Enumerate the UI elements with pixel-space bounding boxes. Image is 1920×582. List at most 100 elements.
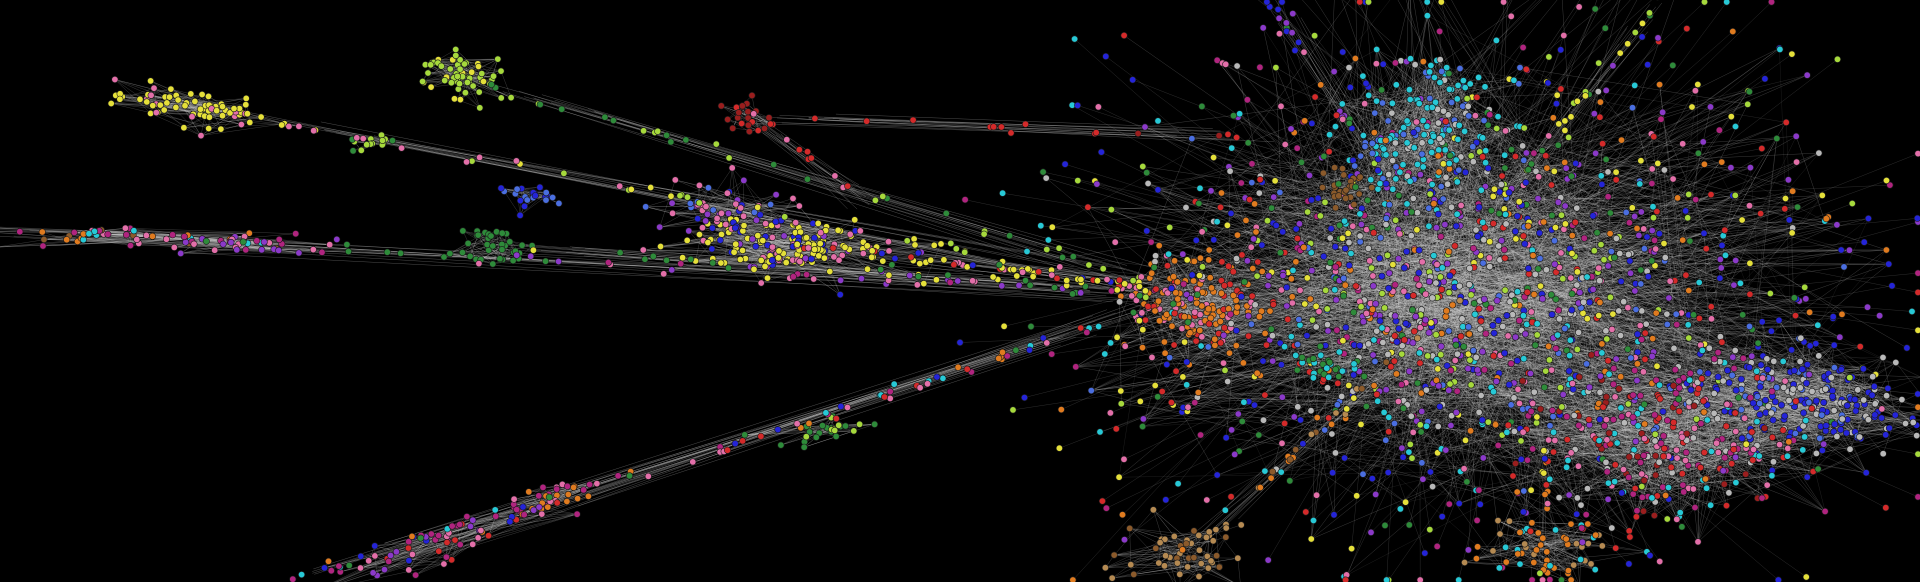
graph-edge [712,222,775,259]
graph-edge [672,213,708,215]
graph-edge [184,236,265,243]
graph-edge [234,236,314,250]
graph-edge [462,249,503,253]
graph-edge [732,167,780,221]
graph-edge [702,202,736,205]
graph-edge [150,80,235,117]
graph-edge [114,79,223,107]
graph-edge [713,209,773,261]
graph-edge [200,123,285,136]
graph-edge [0,232,82,239]
graph-edge [441,66,512,98]
graph-edge [180,249,237,254]
graph-edge [804,430,854,448]
graph-edge [81,238,131,246]
graph-edge [660,231,801,247]
graph-edge [823,234,851,237]
graph-edge [738,112,773,125]
graph-edge [804,430,854,448]
graph-edge [423,66,442,83]
graph-edge [183,115,205,128]
graph-edge [183,116,262,128]
graph-edge [811,262,841,295]
graph-edge [766,225,864,243]
graph-edge [208,112,231,129]
graph-edge [829,271,841,295]
graph-edge [130,228,296,234]
graph-edge [180,244,239,254]
graph-edge [481,58,498,81]
graph-edge [801,262,919,275]
graph-edge [470,250,516,257]
graph-edge [822,250,862,279]
graph-edge [735,244,793,261]
graph-edge [746,103,771,125]
graph-edge [690,187,709,204]
graph-edge [702,202,761,215]
graph-edge [702,180,744,211]
graph-edge [83,233,277,249]
graph-edge [427,69,461,74]
graph-edge [170,88,206,106]
graph-edge [672,210,703,214]
graph-edge [736,219,758,236]
graph-edge [468,243,503,260]
graph-edge [675,179,761,215]
graph-edge [524,495,539,515]
graph-edge [247,113,285,124]
graph-edge [780,425,823,446]
graph-edge [0,231,43,233]
graph-edge [721,223,795,235]
graph-edge [160,98,247,106]
graph-edge [422,69,461,82]
graph-edge [730,218,839,231]
graph-edge [822,235,852,245]
graph-edge [705,167,733,207]
graph-edge [675,179,771,205]
graph-edge [809,431,837,437]
graph-edge [645,205,800,208]
graph-edge [737,212,755,228]
graph-edge [472,58,498,87]
graph-edge [101,229,127,235]
graph-edge [519,196,546,216]
graph-edge [738,112,773,125]
graph-edge [743,180,759,206]
graph-edge [174,247,237,250]
graph-edge [360,521,510,569]
graph-edge [191,239,233,242]
graph-edge [176,95,222,105]
graph-edge [500,71,512,98]
graph-edge [180,250,215,254]
graph-edge [180,243,224,254]
graph-edge [133,235,189,244]
graph-edge [702,227,729,233]
graph-edge [513,502,543,505]
graph-edge [732,128,759,131]
graph-edge [388,556,447,562]
graph-edge [466,58,498,64]
graph-edge [193,94,203,115]
graph-edge [193,243,236,248]
graph-edge [132,232,188,236]
graph-edge [176,95,206,106]
graph-edge [468,243,500,259]
graph-edge [721,105,765,129]
graph-edge [1198,392,1357,496]
graph-edge [755,243,942,247]
graph-edge [377,530,480,576]
graph-edge [153,88,158,113]
graph-edge [119,99,250,123]
graph-edge [514,487,544,508]
graph-edge [150,113,202,136]
graph-edge [672,203,703,211]
graph-edge [659,179,676,228]
graph-edge [492,233,503,265]
graph-edge [737,212,755,228]
graph-edge [133,230,250,234]
graph-edge [83,233,277,249]
graph-edge [672,213,782,221]
graph-edge [743,225,826,231]
graph-edge [700,205,761,215]
graph-edge [114,79,151,114]
